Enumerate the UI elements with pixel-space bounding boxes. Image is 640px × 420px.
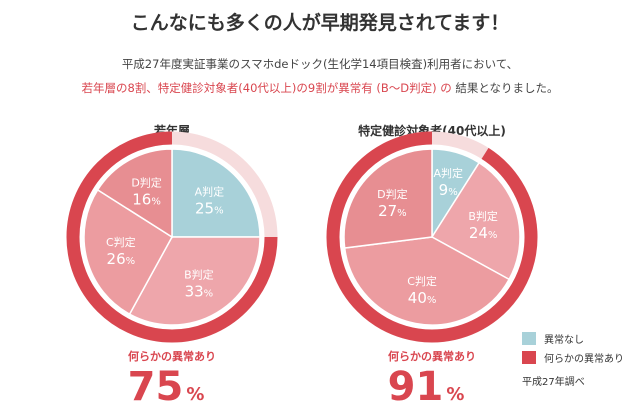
- intro-line-2: 若年層の8割、特定健診対象者(40代以上)の9割が異常有 (B〜D判定) の 結…: [0, 80, 640, 96]
- pie-chart-1-slice-1-unit: %: [214, 206, 224, 217]
- pie-chart-2: 特定健診対象者(40代以上)A判定9%B判定24%C判定40%D判定27%何らか…: [326, 123, 538, 410]
- pie-chart-1-abnormal-value: 75%: [128, 364, 205, 410]
- legend: 異常なし 何らかの異常あり 平成27年調べ: [522, 329, 624, 388]
- pie-chart-1-slice-4-unit: %: [151, 197, 161, 208]
- pie-chart-1-abnormal-unit: %: [186, 384, 204, 405]
- pie-chart-1-slice-3: [83, 188, 173, 316]
- intro-line-2-end: 結果となりました。: [455, 81, 559, 95]
- pie-chart-2-abnormal-value: 91%: [388, 364, 465, 410]
- legend-item-abnormal: 何らかの異常あり: [522, 348, 624, 367]
- pie-chart-1-abnormal-label: 何らかの異常あり: [128, 349, 216, 363]
- legend-swatch-normal: [522, 332, 536, 345]
- pie-chart-2-title: 特定健診対象者(40代以上): [358, 123, 506, 138]
- pie-chart-2-abnormal-ring: [326, 131, 538, 343]
- pie-chart-1-slice-3-label: C判定: [106, 235, 136, 249]
- pie-chart-1-slice-1: [171, 148, 261, 238]
- pie-chart-2-slice-2: [430, 161, 521, 281]
- pie-chart-1-slice-2: [128, 236, 261, 326]
- pie-chart-2-slice-3-unit: %: [427, 295, 437, 306]
- pie-chart-2-slice-3: [343, 236, 511, 326]
- legend-item-normal: 異常なし: [522, 329, 624, 348]
- pie-chart-1-slice-4-label: D判定: [131, 176, 161, 190]
- pie-chart-2-slice-4-unit: %: [397, 208, 407, 219]
- pie-chart-2-slice-4-label: D判定: [377, 187, 407, 201]
- source-note: 平成27年調べ: [522, 377, 585, 388]
- pie-chart-1-slice-3-unit: %: [126, 256, 136, 267]
- legend-label-normal: 異常なし: [544, 335, 584, 346]
- pie-chart-1-slice-4: [96, 148, 173, 239]
- legend-swatch-abnormal: [522, 351, 536, 364]
- pie-chart-1-slice-1-label: A判定: [195, 185, 225, 199]
- pie-chart-1-slice-2-label: B判定: [184, 267, 214, 281]
- pie-chart-2-slice-1-label: A判定: [433, 166, 463, 180]
- legend-label-abnormal: 何らかの異常あり: [544, 354, 624, 365]
- pie-chart-2-slice-4: [343, 148, 433, 249]
- pie-chart-2-slice-3-label: C判定: [407, 274, 437, 288]
- intro-highlight: 若年層の8割、特定健診対象者(40代以上)の9割が異常有 (B〜D判定) の: [81, 81, 452, 95]
- pie-chart-2-slice-2-label: B判定: [468, 209, 498, 223]
- pie-chart-2-abnormal-label: 何らかの異常あり: [388, 349, 476, 363]
- pie-chart-1-slice-2-unit: %: [204, 288, 214, 299]
- pie-chart-2-abnormal-unit: %: [446, 384, 464, 405]
- pie-chart-1-abnormal-ring: [66, 131, 278, 343]
- pie-chart-2-slice-1-unit: %: [448, 187, 458, 198]
- intro-line-1: 平成27年度実証事業のスマホdeドック(生化学14項目検査)利用者において、: [121, 57, 519, 71]
- pie-chart-2-slice-2-unit: %: [488, 230, 498, 241]
- headline: こんなにも多くの人が早期発見されてます！: [130, 12, 510, 34]
